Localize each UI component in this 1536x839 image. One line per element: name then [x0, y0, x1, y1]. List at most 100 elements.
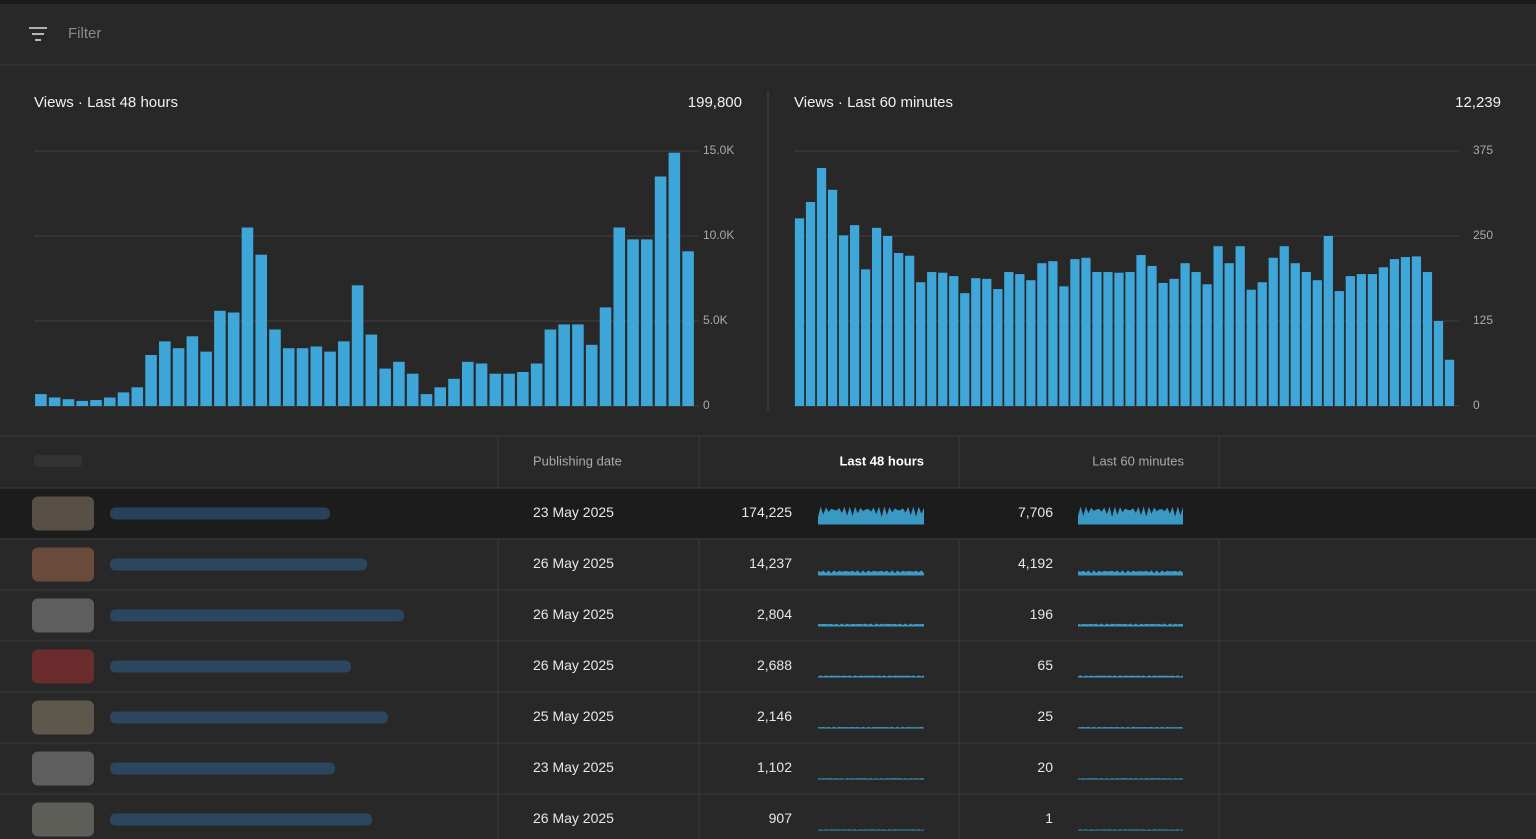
bar: [1092, 272, 1102, 406]
chart-title: Views · Last 60 minutes: [794, 94, 953, 111]
bar: [1081, 257, 1091, 406]
views-48h: 2,146: [757, 708, 792, 724]
views-60m: 25: [1037, 708, 1053, 724]
views-48h: 2,804: [757, 606, 792, 622]
bar: [1444, 359, 1455, 406]
bar: [816, 168, 827, 406]
publishing-date: 26 May 2025: [533, 555, 614, 571]
bar: [214, 310, 226, 406]
y-tick-label: 5.0K: [703, 313, 728, 327]
bar: [916, 282, 926, 406]
publishing-date: 25 May 2025: [533, 708, 614, 724]
table: Publishing date Last 48 hours Last 60 minu…: [0, 437, 1536, 839]
bar: [1180, 263, 1190, 406]
bar: [993, 289, 1003, 406]
bar: [1213, 246, 1223, 406]
bar: [1125, 272, 1135, 406]
publishing-date: 26 May 2025: [533, 657, 614, 673]
sparkline: [1078, 570, 1183, 576]
views-60m: 7,706: [1018, 504, 1053, 520]
bar: [1378, 267, 1389, 406]
thumbnail: [32, 547, 94, 582]
bar: [1246, 289, 1256, 406]
bar: [827, 189, 838, 406]
views-60m: 65: [1037, 657, 1053, 673]
y-tick-label: 0: [703, 398, 710, 412]
bar: [849, 225, 860, 406]
bar: [1400, 257, 1411, 406]
bar: [1279, 246, 1289, 406]
bar: [871, 227, 882, 406]
views-48h: 14,237: [749, 555, 792, 571]
publishing-date: 26 May 2025: [533, 606, 614, 622]
bar: [1136, 255, 1146, 406]
bar: [365, 334, 378, 406]
bar: [1158, 282, 1168, 406]
bar: [1224, 263, 1234, 406]
bar: [1202, 284, 1212, 406]
thumbnail: [32, 802, 94, 837]
sparkline: [1078, 675, 1183, 678]
bar: [1015, 274, 1025, 406]
bar: [489, 373, 502, 406]
column-header: Publishing date: [533, 453, 622, 468]
thumbnail: [32, 649, 94, 684]
sparkline: [818, 675, 924, 678]
bar: [1301, 272, 1311, 406]
sparkline: [1078, 506, 1183, 525]
bar: [894, 253, 904, 406]
views-60m: 4,192: [1018, 555, 1053, 571]
blurred-title: [110, 762, 335, 775]
bar: [131, 387, 144, 406]
bar: [668, 152, 681, 406]
bar: [76, 400, 88, 406]
bar: [351, 285, 364, 406]
bar: [641, 239, 653, 406]
views-48h: 174,225: [741, 504, 792, 520]
bar: [805, 202, 816, 406]
bar: [971, 278, 981, 406]
bar: [448, 378, 460, 406]
bar: [1367, 274, 1378, 406]
bar: [599, 307, 612, 406]
bar: [62, 399, 75, 406]
thumbnail: [32, 598, 94, 633]
chart-total: 12,239: [1455, 94, 1501, 111]
column-header: Last 60 minutes: [1092, 453, 1184, 468]
bar: [1323, 236, 1333, 406]
blurred-title: [110, 711, 388, 724]
bar: [379, 368, 391, 406]
bar: [927, 272, 937, 406]
y-tick-label: 250: [1473, 228, 1493, 242]
bar: [558, 324, 570, 406]
sparkline: [818, 726, 924, 729]
bar: [255, 254, 268, 406]
bar: [572, 324, 584, 406]
y-tick-label: 10.0K: [703, 228, 734, 242]
bar: [324, 351, 336, 406]
chart-title: Views · Last 48 hours: [34, 94, 178, 111]
bar: [186, 336, 199, 406]
y-tick-label: 125: [1473, 313, 1493, 327]
bar: [172, 348, 185, 406]
bar: [310, 346, 323, 406]
filter-bar[interactable]: Filter: [29, 25, 101, 42]
bar: [1169, 278, 1179, 406]
bar: [960, 293, 970, 406]
bar: [1037, 263, 1047, 406]
bar: [1004, 272, 1014, 406]
bar: [48, 397, 61, 406]
views-48h: 2,688: [757, 657, 792, 673]
views-60m: 196: [1030, 606, 1054, 622]
bar: [1389, 259, 1400, 406]
bar: [883, 236, 893, 406]
bar: [1026, 280, 1036, 406]
bar: [682, 251, 694, 406]
filter-placeholder[interactable]: Filter: [68, 25, 101, 42]
sparkline: [1078, 623, 1183, 627]
bar: [517, 372, 529, 406]
bar: [1334, 291, 1344, 406]
bar: [1070, 259, 1080, 406]
bar: [1312, 280, 1322, 406]
bar: [434, 387, 447, 406]
